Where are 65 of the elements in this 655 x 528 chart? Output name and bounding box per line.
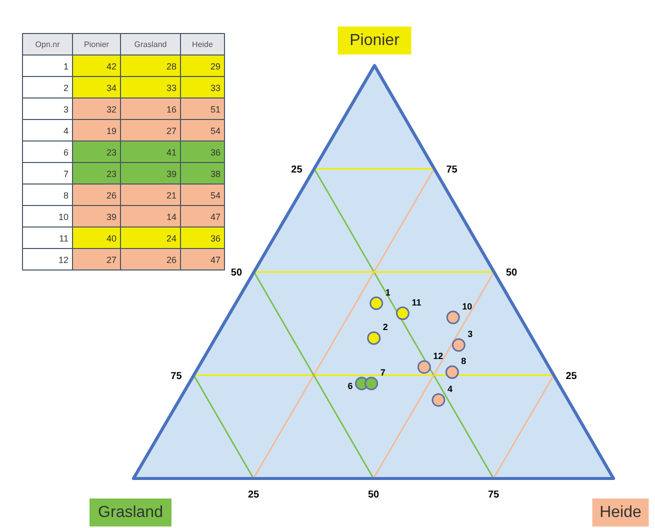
data-label: 42 [106,61,117,72]
text: Opn.nr [35,40,60,49]
data-label: 38 [210,168,221,179]
text: Heide [600,504,642,521]
data-label: 26 [106,190,117,200]
category-label: 4 [447,384,453,394]
data-label: 14 [166,212,177,222]
data-label: 39 [106,212,117,222]
series-label: Pionier [84,40,110,49]
text: 25 [291,164,303,176]
series-label: Heide [192,40,214,49]
category-label: 8 [461,356,466,366]
data-label: 23 [106,168,117,179]
category-label: 11 [412,297,422,308]
data-label: 40 [106,233,117,244]
data-label: 28 [166,61,177,72]
category-label: 2 [63,82,69,93]
category-label: 6 [63,147,69,158]
text: 25 [566,370,578,382]
category-label: 4 [63,126,69,136]
data-label: 39 [166,168,177,179]
category-label: 11 [59,233,68,244]
text: 75 [446,164,458,176]
data-label: 47 [210,254,221,265]
text: 25 [248,490,260,500]
data-label: 33 [210,82,221,93]
data-label: 26 [166,254,177,265]
data-label: 36 [210,147,221,158]
text: 75 [170,370,182,382]
category-label: 6 [348,381,353,392]
data-label: 27 [166,126,177,136]
category-label: 8 [63,190,69,200]
data-label: 54 [210,126,221,136]
data-label: 41 [166,147,177,158]
data-label: 21 [166,190,177,200]
series-label: Grasland [134,40,167,49]
data-label: 27 [106,254,117,265]
text: 50 [230,268,242,278]
data-label: 36 [210,233,221,244]
category-label: 1 [63,61,69,72]
category-label: 10 [58,212,69,222]
category-label: 12 [58,254,69,265]
data-label: 24 [166,233,177,244]
text: 75 [488,490,500,500]
data-label: 34 [106,82,117,93]
text: Pionier [350,32,400,49]
category-label: 10 [462,301,472,312]
data-label: 23 [106,147,117,158]
data-label: 51 [210,104,221,114]
data-label: 33 [166,82,177,93]
data-label: 54 [210,190,221,200]
category-label: 2 [382,322,388,332]
data-label: 19 [106,126,117,136]
data-label: 32 [106,104,117,114]
category-label: 7 [63,168,69,179]
category-label: 1 [385,287,390,298]
category-label: 3 [63,104,69,114]
category-label: 12 [433,350,444,361]
category-label: 3 [468,329,473,340]
data-label: 29 [210,61,221,72]
data-label: 16 [166,104,177,114]
text: 50 [368,490,380,500]
data-label: 47 [210,212,221,222]
text: 50 [506,268,518,278]
text: Grasland [98,504,163,521]
